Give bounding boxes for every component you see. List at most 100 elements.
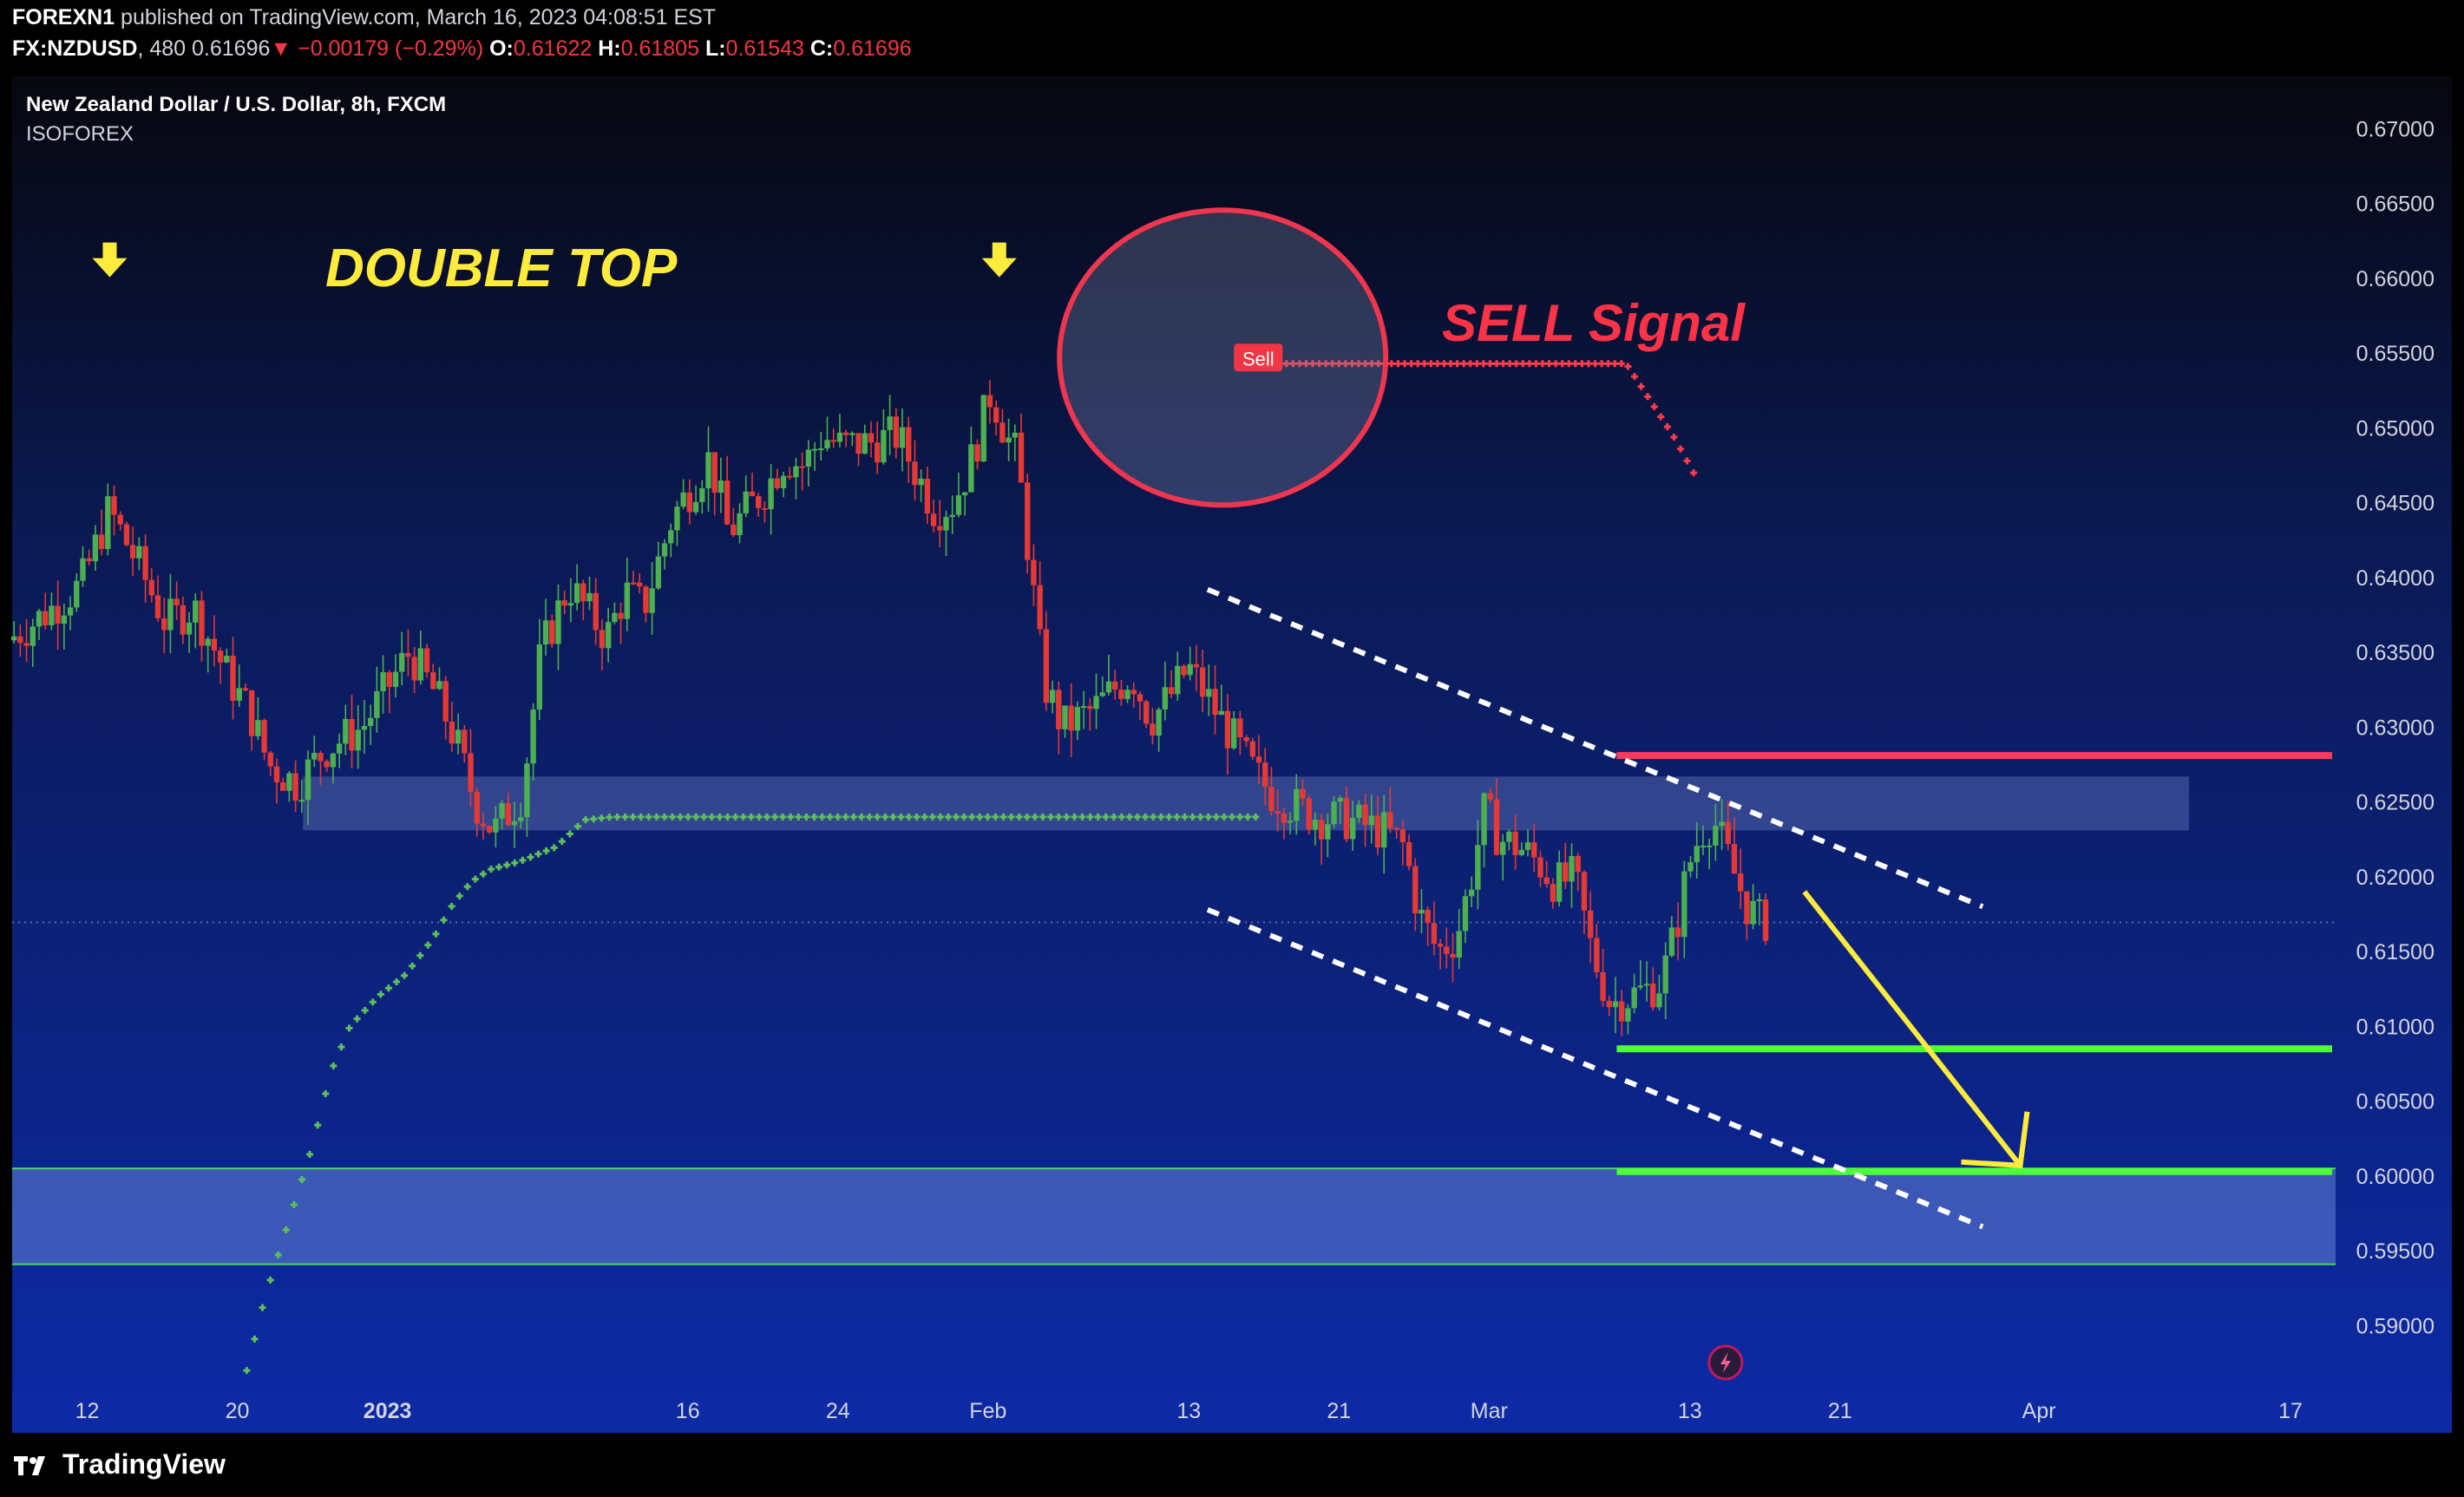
- candle: [105, 483, 111, 556]
- sell-badge-label: Sell: [1242, 348, 1275, 369]
- candle-body: [436, 681, 442, 690]
- candle-body: [1425, 909, 1431, 924]
- candle-body: [92, 534, 99, 562]
- candle: [605, 607, 612, 663]
- indicator-point: [652, 813, 660, 820]
- candle-body: [937, 526, 943, 531]
- candle-body: [1531, 842, 1537, 858]
- candle: [1687, 855, 1694, 878]
- candle: [937, 500, 943, 547]
- candle: [1062, 705, 1068, 738]
- candle: [92, 525, 99, 572]
- candle: [1349, 801, 1356, 851]
- candle: [1518, 842, 1525, 857]
- y-tick-label: 0.61500: [2356, 940, 2435, 964]
- candle-body: [1300, 788, 1306, 799]
- indicator-point: [960, 813, 968, 820]
- candle: [587, 576, 593, 611]
- candle: [1631, 973, 1637, 1014]
- candle: [1150, 708, 1156, 745]
- candle: [524, 757, 530, 838]
- candle: [1744, 891, 1750, 940]
- sell-indicator-point: [1578, 360, 1586, 368]
- candle: [1731, 817, 1738, 874]
- indicator-point: [1055, 813, 1063, 820]
- indicator-point: [1220, 813, 1228, 820]
- close-value: 0.61696: [833, 36, 912, 61]
- candle: [999, 409, 1006, 444]
- indicator-point: [866, 813, 874, 820]
- sell-indicator-point: [1683, 457, 1691, 465]
- sell-indicator-point: [1440, 360, 1448, 368]
- candle-body: [1018, 432, 1025, 483]
- candle-body: [699, 487, 705, 502]
- candle-body: [343, 719, 349, 744]
- candle: [1368, 794, 1374, 844]
- y-tick-label: 0.65500: [2356, 342, 2435, 366]
- indicator-point: [999, 813, 1007, 820]
- indicator-point: [1236, 813, 1244, 820]
- candle-body: [649, 588, 655, 613]
- y-tick-label: 0.66000: [2356, 267, 2435, 291]
- candle: [117, 511, 123, 531]
- candle: [1111, 669, 1118, 700]
- candle-body: [1193, 664, 1200, 668]
- candle: [1199, 649, 1206, 713]
- candle-body: [1268, 787, 1275, 812]
- candle-body: [1294, 788, 1300, 821]
- candle-body: [1087, 706, 1093, 709]
- candle: [1719, 799, 1725, 850]
- candle: [1294, 774, 1300, 835]
- x-tick-label: 16: [676, 1399, 700, 1423]
- candle: [273, 758, 280, 804]
- candle-body: [43, 611, 49, 625]
- author-name[interactable]: FOREXN1: [12, 5, 115, 29]
- candle-body: [961, 492, 968, 496]
- indicator-point: [629, 813, 637, 820]
- candle-body: [906, 427, 912, 462]
- candle-body: [311, 753, 318, 760]
- symbol-name[interactable]: FX:NZDUSD: [12, 36, 138, 61]
- candle-body: [1037, 585, 1043, 630]
- candle-body: [855, 433, 862, 454]
- candle-body: [1700, 846, 1707, 848]
- indicator-point: [747, 813, 755, 820]
- sell-indicator-point: [1361, 360, 1369, 368]
- candle: [912, 440, 918, 501]
- tradingview-logo[interactable]: TradingView: [12, 1448, 226, 1481]
- sell-indicator-point: [1512, 360, 1520, 368]
- interval: 480: [149, 36, 187, 61]
- y-tick-label: 0.61000: [2356, 1015, 2435, 1039]
- candle: [530, 703, 536, 781]
- candle: [129, 526, 136, 576]
- indicator-point: [1229, 813, 1235, 820]
- candle: [336, 733, 343, 768]
- indicator-point: [455, 892, 463, 900]
- candle: [98, 509, 105, 556]
- candle: [862, 424, 868, 455]
- candle-body: [830, 440, 836, 442]
- candle-body: [1187, 664, 1193, 676]
- candle: [943, 510, 949, 557]
- candle: [468, 729, 474, 807]
- candle-body: [1643, 984, 1650, 986]
- candle-body: [980, 395, 986, 462]
- sell-indicator-point: [1545, 360, 1553, 368]
- sell-indicator-point: [1394, 360, 1402, 368]
- y-tick-label: 0.62500: [2356, 791, 2435, 815]
- candle: [1080, 690, 1087, 729]
- candle-body: [1049, 690, 1056, 703]
- candle-body: [392, 671, 399, 688]
- indicator-point: [416, 951, 424, 959]
- indicator-point: [274, 1251, 282, 1258]
- candle: [762, 500, 768, 523]
- candle: [668, 523, 674, 558]
- brand-name: TradingView: [62, 1448, 226, 1480]
- candle-body: [29, 626, 36, 646]
- indicator-point: [1015, 813, 1023, 820]
- candle: [1706, 838, 1713, 869]
- candle: [411, 646, 417, 694]
- candle: [305, 750, 311, 826]
- candle-body: [55, 605, 61, 624]
